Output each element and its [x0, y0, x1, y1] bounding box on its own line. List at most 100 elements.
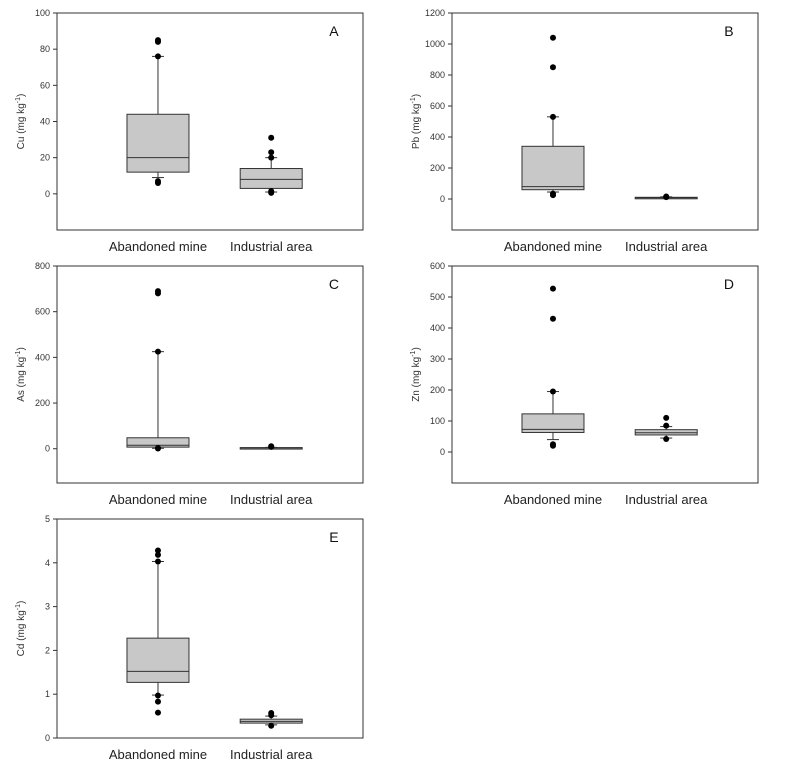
- y-tick-label: 60: [40, 80, 50, 90]
- y-tick-label: 200: [430, 163, 445, 173]
- y-tick-label: 80: [40, 44, 50, 54]
- outlier-point: [154, 348, 161, 355]
- y-tick-label: 100: [35, 8, 50, 18]
- outlier-point: [154, 53, 161, 60]
- panel-letter: C: [329, 276, 339, 292]
- outlier-point: [154, 547, 161, 554]
- outlier-point: [154, 558, 161, 565]
- outlier-point: [663, 435, 670, 442]
- outlier-point: [154, 709, 161, 716]
- outlier-point: [549, 113, 556, 120]
- category-label: Industrial area: [625, 492, 708, 507]
- y-tick-label: 2: [45, 645, 50, 655]
- panel-letter: E: [329, 529, 338, 545]
- y-tick-label: 1000: [425, 39, 445, 49]
- panel-letter: A: [329, 23, 339, 39]
- category-label: Abandoned mine: [109, 492, 207, 507]
- outlier-point: [268, 710, 275, 717]
- outlier-point: [154, 698, 161, 705]
- y-tick-label: 200: [430, 385, 445, 395]
- box-iqr: [126, 637, 190, 683]
- outlier-point: [663, 414, 670, 421]
- outlier-point: [549, 441, 556, 448]
- category-label: Industrial area: [230, 492, 313, 507]
- y-axis-label: Cu (mg kg-1): [15, 94, 27, 150]
- y-axis-label: As (mg kg-1): [15, 347, 27, 402]
- y-axis-label: Pb (mg kg-1): [410, 94, 422, 149]
- box-abandoned-mine: [126, 547, 190, 716]
- box-iqr: [521, 413, 585, 433]
- category-label: Abandoned mine: [109, 239, 207, 254]
- y-tick-label: 0: [45, 733, 50, 743]
- y-tick-label: 500: [430, 292, 445, 302]
- category-label: Abandoned mine: [504, 239, 602, 254]
- category-label: Abandoned mine: [504, 492, 602, 507]
- outlier-point: [549, 285, 556, 292]
- outlier-point: [268, 188, 275, 195]
- plot-frame: [56, 518, 364, 739]
- panel-b: 0 200 400 600 800 1000 1200 Pb (mg kg-1) B Abando…: [410, 8, 759, 254]
- outlier-point: [154, 551, 161, 558]
- y-tick-label: 300: [430, 354, 445, 364]
- outlier-point: [154, 288, 161, 295]
- outlier-point: [549, 315, 556, 322]
- category-label: Abandoned mine: [109, 747, 207, 762]
- y-tick-label: 5: [45, 514, 50, 524]
- outlier-point: [663, 193, 670, 200]
- y-tick-label: 200: [35, 398, 50, 408]
- y-tick-label: 400: [35, 352, 50, 362]
- y-tick-label: 0: [45, 189, 50, 199]
- y-tick-label: 600: [430, 261, 445, 271]
- y-tick-label: 800: [35, 261, 50, 271]
- outlier-point: [549, 34, 556, 41]
- y-axis-label: Zn (mg kg-1): [410, 347, 422, 402]
- y-tick-label: 100: [430, 416, 445, 426]
- y-tick-label: 0: [45, 444, 50, 454]
- y-tick-label: 1200: [425, 8, 445, 18]
- y-tick-label: 800: [430, 70, 445, 80]
- box-abandoned-mine: [126, 288, 190, 452]
- category-label: Industrial area: [230, 239, 313, 254]
- outlier-point: [268, 443, 275, 450]
- outlier-point: [154, 37, 161, 44]
- outlier-point: [268, 154, 275, 161]
- panel-c: 0 200 400 600 800 As (mg kg-1) C Abandoned mine…: [15, 261, 364, 507]
- outlier-point: [549, 64, 556, 71]
- box-iqr: [126, 113, 190, 173]
- y-tick-label: 3: [45, 602, 50, 612]
- y-tick-label: 40: [40, 117, 50, 127]
- plot-frame: [451, 265, 759, 484]
- box-industrial-area: [239, 134, 303, 196]
- panel-letter: B: [724, 23, 733, 39]
- outlier-point: [154, 445, 161, 452]
- plot-frame: [451, 12, 759, 231]
- box-abandoned-mine: [521, 34, 585, 199]
- panel-a: 0 20 40 60 80 100 Cu (mg kg-1) A Abandoned mine I…: [15, 8, 364, 254]
- y-tick-label: 20: [40, 153, 50, 163]
- y-tick-label: 400: [430, 323, 445, 333]
- box-abandoned-mine: [521, 285, 585, 449]
- y-tick-label: 0: [440, 447, 445, 457]
- outlier-point: [154, 178, 161, 185]
- plot-frame: [56, 265, 364, 484]
- outlier-point: [268, 149, 275, 156]
- box-industrial-area: [634, 414, 698, 442]
- y-tick-label: 4: [45, 558, 50, 568]
- outlier-point: [549, 190, 556, 197]
- y-tick-label: 600: [430, 101, 445, 111]
- outlier-point: [663, 422, 670, 429]
- box-abandoned-mine: [126, 37, 190, 186]
- y-tick-label: 0: [440, 194, 445, 204]
- outlier-point: [549, 388, 556, 395]
- y-tick-label: 1: [45, 689, 50, 699]
- box-industrial-area: [634, 193, 698, 201]
- box-iqr: [239, 168, 303, 189]
- panel-letter: D: [724, 276, 734, 292]
- box-iqr: [521, 145, 585, 191]
- box-industrial-area: [239, 443, 303, 450]
- outlier-point: [268, 722, 275, 729]
- outlier-point: [268, 134, 275, 141]
- panel-d: 0 100 200 300 400 500 600 Zn (mg kg-1) D Abandone…: [410, 261, 759, 507]
- panel-e: 0 1 2 3 4 5 Cd (mg kg-1) E Abandoned mine Industr…: [15, 514, 364, 762]
